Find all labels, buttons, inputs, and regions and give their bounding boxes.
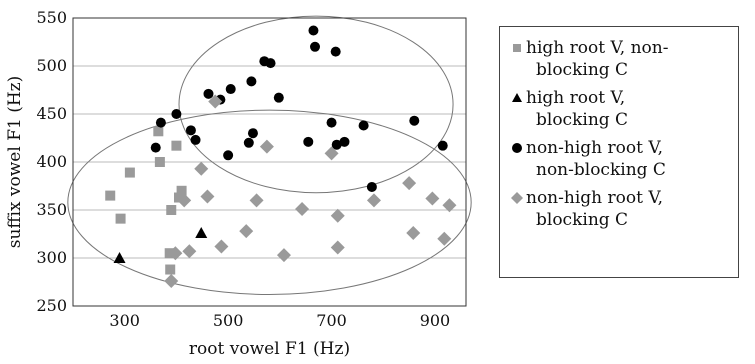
x-tick-label: 700 (316, 311, 347, 330)
triangle-point (113, 252, 126, 263)
circle-point (185, 125, 196, 136)
circle-point (409, 115, 420, 126)
triangle-point (195, 227, 208, 239)
y-tick-label: 450 (36, 104, 67, 123)
diamond-marker-icon (508, 187, 526, 209)
circle-point (246, 76, 257, 87)
diamond-point (442, 198, 457, 213)
legend-label-line1: high root V, (526, 88, 626, 108)
diamond-point (295, 202, 310, 217)
diamond-point (177, 193, 192, 208)
circle-point (331, 139, 342, 150)
diamond-point (239, 224, 254, 239)
circle-point (330, 46, 341, 57)
scatter-chart: 250 300 350 400 450 500 550 300 500 700 900 root v… (5, 8, 472, 359)
legend-item-high-nonblocking: high root V, non- blocking C (508, 37, 730, 81)
square-point (165, 264, 176, 275)
diamond-point (402, 176, 417, 191)
circle-point (273, 92, 284, 103)
legend-label-line1: non-high root V, (526, 188, 664, 208)
diamond-point (330, 240, 345, 255)
square-point (124, 167, 135, 178)
y-tick-label: 250 (36, 296, 67, 315)
diamond-point (425, 191, 440, 206)
legend-label-line1: high root V, non- (526, 38, 669, 58)
square-point (115, 213, 126, 224)
diamond-point (200, 189, 215, 204)
cluster-ellipse (67, 109, 472, 295)
circle-point (358, 120, 369, 131)
square-point (176, 185, 187, 196)
y-tick-label: 300 (36, 248, 67, 267)
diamond-point (214, 239, 229, 254)
circle-point (190, 134, 201, 145)
square-point (154, 157, 165, 167)
square-point (174, 192, 185, 203)
legend-label-line2: non-blocking C (536, 160, 666, 180)
diamond-point (168, 246, 183, 261)
diamond-point (164, 274, 179, 289)
y-tick-label: 350 (36, 200, 67, 219)
x-tick-label: 500 (213, 311, 244, 330)
legend-item-high-blocking: high root V, blocking C (508, 87, 730, 131)
cluster-ellipse (178, 15, 454, 194)
diamond-point (437, 231, 452, 246)
y-axis-label: suffix vowel F1 (Hz) (5, 76, 25, 249)
circle-point (303, 136, 314, 147)
square-point (105, 190, 116, 201)
triangle-marker-icon (508, 87, 526, 109)
diamond-point (276, 248, 291, 263)
diamond-point (366, 193, 381, 208)
square-point (171, 140, 182, 151)
diamond-point (194, 161, 209, 176)
legend-label-line1: non-high root V, (526, 138, 664, 158)
axis-ticks: 250 300 350 400 450 500 550 300 500 700 900 (36, 8, 450, 330)
circle-point (243, 137, 254, 148)
diamond-point (259, 139, 274, 154)
plot-frame (72, 17, 467, 307)
x-axis-label: root vowel F1 (Hz) (189, 339, 350, 359)
cluster-ellipses (67, 15, 472, 295)
legend-item-nonhigh-blocking: non-high root V, blocking C (508, 187, 730, 231)
circle-point (437, 140, 448, 151)
circle-point (171, 109, 182, 119)
circle-point (225, 84, 236, 95)
circle-point (265, 58, 276, 69)
y-tick-label: 500 (36, 56, 67, 75)
x-tick-label: 300 (109, 311, 140, 330)
diamond-point (208, 94, 223, 109)
y-tick-label: 400 (36, 152, 67, 171)
circle-point (247, 128, 258, 139)
circle-point (223, 150, 234, 161)
circle-point (310, 41, 321, 52)
square-marker-icon (508, 37, 526, 59)
circle-point (308, 25, 319, 36)
circle-point (366, 181, 377, 192)
diamond-point (249, 193, 264, 208)
circle-marker-icon (508, 137, 526, 159)
diamond-point (182, 244, 197, 259)
legend-item-nonhigh-nonblocking: non-high root V, non-blocking C (508, 137, 730, 181)
legend-label-line2: blocking C (536, 210, 629, 230)
circle-point (150, 142, 161, 153)
diamond-point (324, 146, 339, 161)
circle-point (339, 136, 350, 147)
legend-label-line2: blocking C (536, 60, 629, 80)
x-tick-label: 900 (420, 311, 451, 330)
diamond-point (330, 208, 345, 223)
y-tick-label: 550 (36, 8, 67, 27)
data-points (105, 25, 457, 289)
square-point (153, 126, 164, 137)
square-point (166, 205, 177, 215)
diamond-point (406, 226, 421, 241)
circle-point (326, 117, 337, 128)
legend-label-line2: blocking C (536, 110, 629, 130)
circle-point (155, 117, 166, 128)
legend: high root V, non- blocking C high root V… (499, 26, 739, 278)
circle-point (203, 88, 214, 99)
